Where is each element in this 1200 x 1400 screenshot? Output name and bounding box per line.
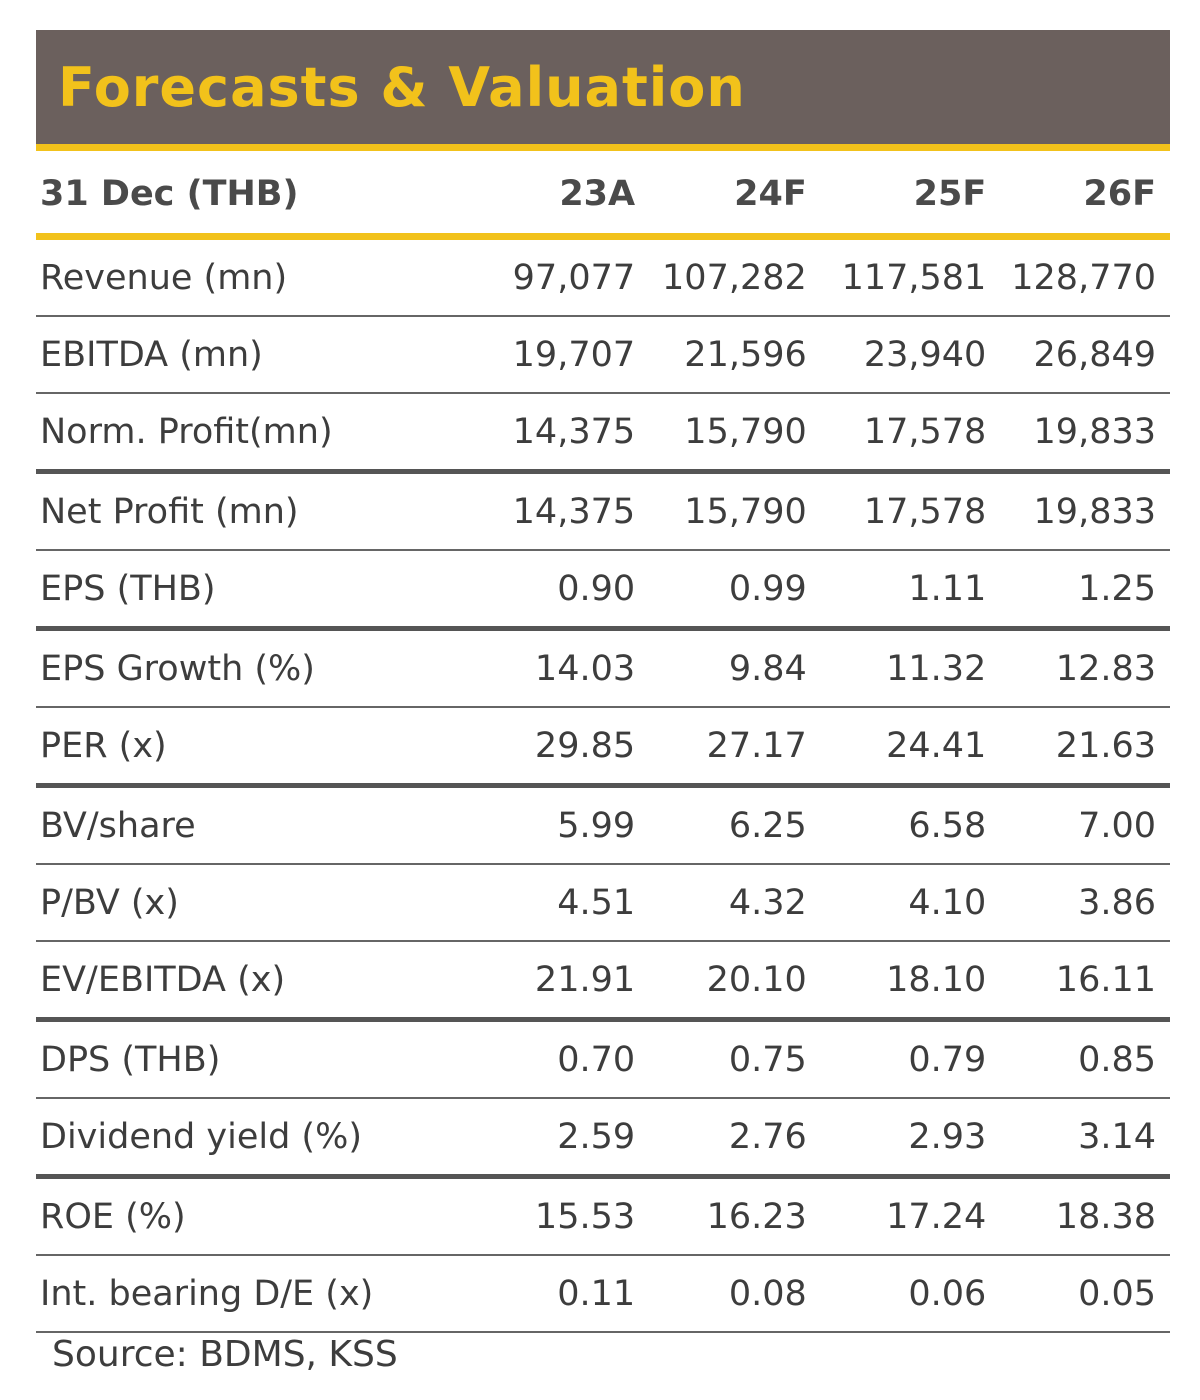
cell-value: 17,578 (806, 471, 987, 551)
cell-value: 2.76 (635, 1098, 807, 1179)
cell-value: 0.70 (493, 1019, 636, 1099)
cell-value: 15.53 (493, 1176, 636, 1256)
cell-value: 14,375 (493, 393, 636, 474)
table-row: Int. bearing D/E (x) 0.11 0.08 0.06 0.05 (36, 1255, 1170, 1333)
table-row: Norm. Profit(mn) 14,375 15,790 17,578 19,833 (36, 393, 1170, 474)
cell-value: 16.11 (986, 941, 1170, 1022)
row-label: EBITDA (mn) (36, 316, 494, 394)
table-row: DPS (THB) 0.70 0.75 0.79 0.85 (36, 1019, 1170, 1099)
cell-value: 19,833 (986, 393, 1170, 474)
cell-value: 23,940 (806, 316, 987, 394)
cell-value: 3.86 (986, 864, 1170, 942)
cell-value: 4.10 (806, 864, 987, 942)
row-label: Net Profit (mn) (36, 471, 494, 551)
row-label: Revenue (mn) (36, 236, 494, 317)
row-label: EPS Growth (%) (36, 628, 494, 708)
page-title: Forecasts & Valuation (58, 56, 746, 119)
row-label: BV/share (36, 785, 494, 865)
header-row: 31 Dec (THB) 23A 24F 25F 26F (36, 155, 1170, 237)
cell-value: 26,849 (986, 316, 1170, 394)
row-label: DPS (THB) (36, 1019, 494, 1099)
column-header: 23A (559, 174, 636, 214)
cell-value: 11.32 (806, 628, 987, 708)
table-row: Net Profit (mn) 14,375 15,790 17,578 19,833 (36, 471, 1170, 551)
row-label: EPS (THB) (36, 550, 494, 631)
cell-value: 1.25 (986, 550, 1170, 631)
row-label: ROE (%) (36, 1176, 494, 1256)
cell-value: 19,707 (493, 316, 636, 394)
table-row: EPS (THB) 0.90 0.99 1.11 1.25 (36, 550, 1170, 631)
source-note: Source: BDMS, KSS (52, 1334, 398, 1375)
table-row: EBITDA (mn) 19,707 21,596 23,940 26,849 (36, 316, 1170, 394)
cell-value: 17.24 (806, 1176, 987, 1256)
accent-divider (36, 144, 1170, 151)
cell-value: 15,790 (635, 471, 807, 551)
cell-value: 6.58 (806, 785, 987, 865)
cell-value: 21.91 (493, 941, 636, 1022)
table-row: BV/share 5.99 6.25 6.58 7.00 (36, 785, 1170, 865)
forecast-table: 31 Dec (THB) 23A 24F 25F 26F Revenue (mn… (36, 155, 1170, 1333)
cell-value: 0.11 (493, 1255, 636, 1333)
column-header: 25F (913, 174, 987, 214)
cell-value: 2.59 (493, 1098, 636, 1179)
table-row: EPS Growth (%) 14.03 9.84 11.32 12.83 (36, 628, 1170, 708)
cell-value: 4.32 (635, 864, 807, 942)
row-label: Dividend yield (%) (36, 1098, 494, 1179)
cell-value: 14.03 (493, 628, 636, 708)
cell-value: 0.05 (986, 1255, 1170, 1333)
cell-value: 0.75 (635, 1019, 807, 1099)
table-row: ROE (%) 15.53 16.23 17.24 18.38 (36, 1176, 1170, 1256)
cell-value: 21,596 (635, 316, 807, 394)
cell-value: 3.14 (986, 1098, 1170, 1179)
cell-value: 97,077 (493, 236, 636, 317)
column-header: 24F (734, 174, 807, 214)
cell-value: 4.51 (493, 864, 636, 942)
cell-value: 107,282 (635, 236, 807, 317)
cell-value: 20.10 (635, 941, 807, 1022)
cell-value: 2.93 (806, 1098, 987, 1179)
cell-value: 0.08 (635, 1255, 807, 1333)
table-row: EV/EBITDA (x) 21.91 20.10 18.10 16.11 (36, 941, 1170, 1022)
column-header: 26F (1083, 174, 1156, 214)
row-label: PER (x) (36, 707, 494, 788)
cell-value: 0.06 (806, 1255, 987, 1333)
cell-value: 0.79 (806, 1019, 987, 1099)
table-row: Revenue (mn) 97,077 107,282 117,581 128,770 (36, 236, 1170, 317)
cell-value: 12.83 (986, 628, 1170, 708)
cell-value: 1.11 (806, 550, 987, 631)
cell-value: 19,833 (986, 471, 1170, 551)
cell-value: 0.99 (635, 550, 807, 631)
cell-value: 15,790 (635, 393, 807, 474)
cell-value: 7.00 (986, 785, 1170, 865)
cell-value: 0.90 (493, 550, 636, 631)
cell-value: 5.99 (493, 785, 636, 865)
cell-value: 18.38 (986, 1176, 1170, 1256)
table-row: Dividend yield (%) 2.59 2.76 2.93 3.14 (36, 1098, 1170, 1179)
cell-value: 27.17 (635, 707, 807, 788)
header-label: 31 Dec (THB) (40, 174, 299, 214)
cell-value: 17,578 (806, 393, 987, 474)
cell-value: 24.41 (806, 707, 987, 788)
cell-value: 117,581 (806, 236, 987, 317)
cell-value: 0.85 (986, 1019, 1170, 1099)
cell-value: 29.85 (493, 707, 636, 788)
cell-value: 18.10 (806, 941, 987, 1022)
row-label: Norm. Profit(mn) (36, 393, 494, 474)
cell-value: 9.84 (635, 628, 807, 708)
cell-value: 21.63 (986, 707, 1170, 788)
table-row: P/BV (x) 4.51 4.32 4.10 3.86 (36, 864, 1170, 942)
cell-value: 16.23 (635, 1176, 807, 1256)
title-band: Forecasts & Valuation (36, 30, 1170, 144)
row-label: P/BV (x) (36, 864, 494, 942)
table-row: PER (x) 29.85 27.17 24.41 21.63 (36, 707, 1170, 788)
row-label: Int. bearing D/E (x) (36, 1255, 494, 1333)
cell-value: 6.25 (635, 785, 807, 865)
row-label: EV/EBITDA (x) (36, 941, 494, 1022)
cell-value: 14,375 (493, 471, 636, 551)
cell-value: 128,770 (986, 236, 1170, 317)
